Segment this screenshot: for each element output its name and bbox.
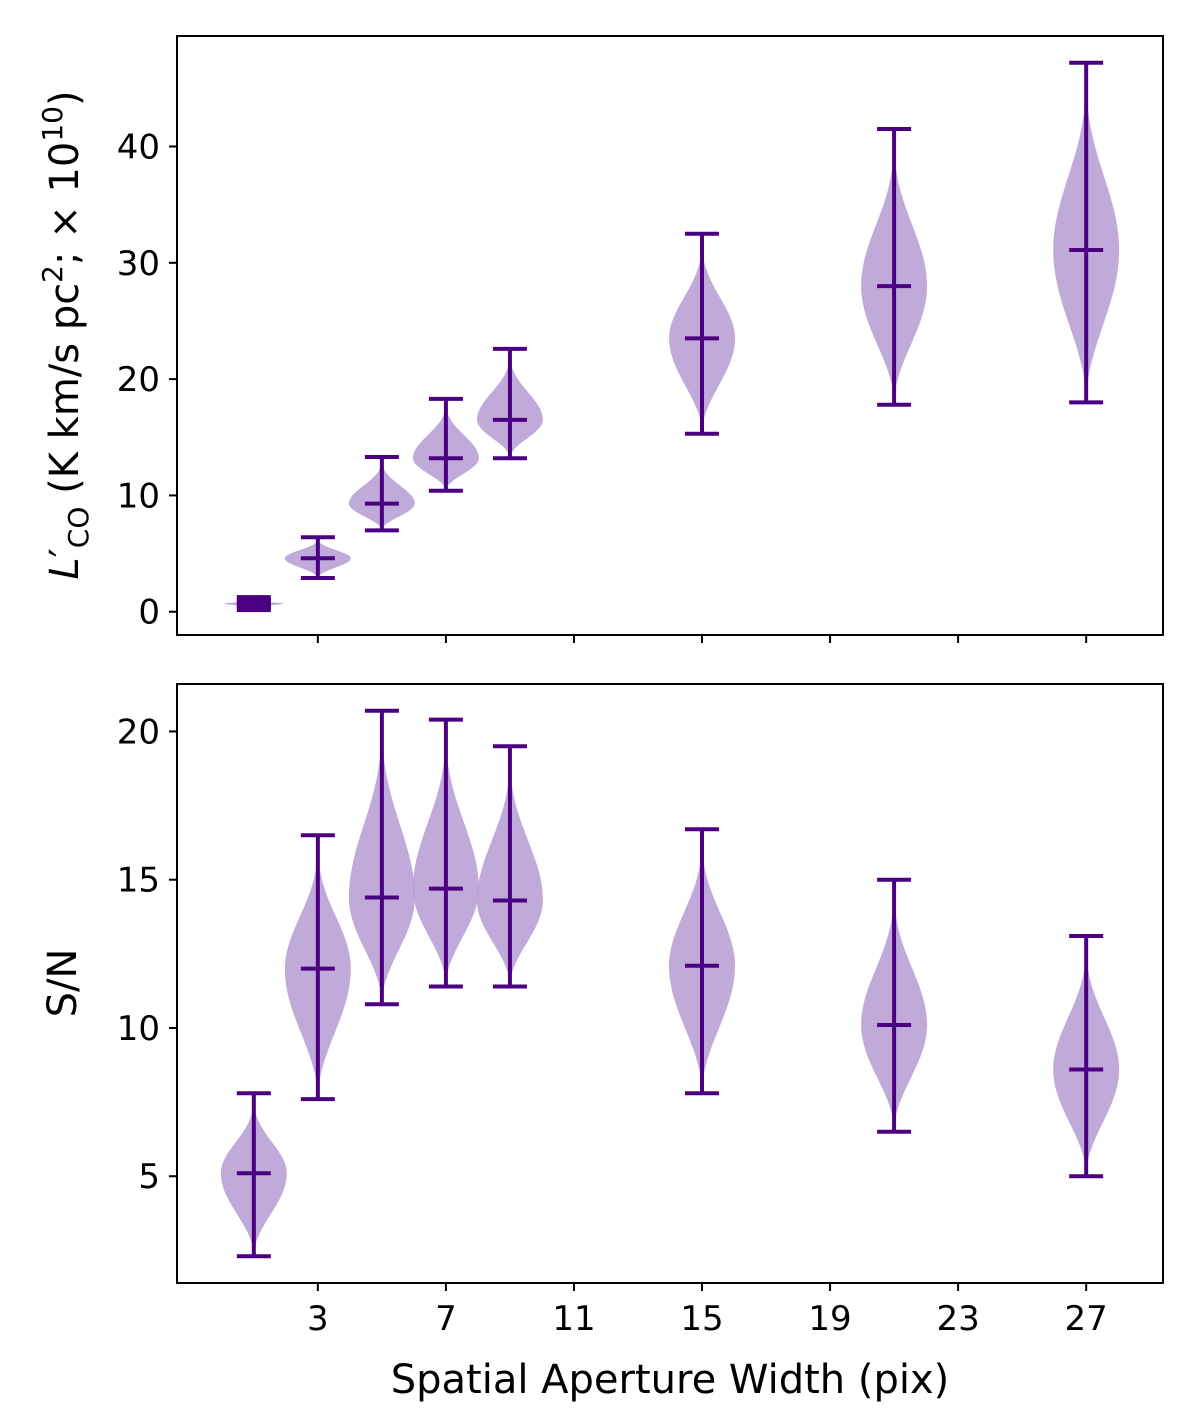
- luminosity-panel: 0 10 20 30 40 L′CO (K km/s pc2; × 1010): [36, 35, 1164, 643]
- violin-compact-bar-0-0: [236, 595, 271, 613]
- signal-to-noise-violins: [220, 708, 1120, 1259]
- signal-to-noise-plot-frame: [176, 683, 1164, 1284]
- luminosity-x-axis: [316, 635, 1088, 643]
- x-tick-label-5: 23: [936, 1299, 979, 1339]
- y-tick-label-0-2: 20: [117, 360, 160, 400]
- y-tick-label-0-4: 40: [117, 127, 160, 167]
- x-tick-label-0: 3: [307, 1299, 329, 1339]
- signal-to-noise-x-axis: 3 7 11 15 19 23 27: [307, 1283, 1108, 1339]
- x-tick-label-6: 27: [1065, 1299, 1108, 1339]
- signal-to-noise-y-axis: 5 10 15 20: [117, 712, 177, 1197]
- x-tick-label-1: 7: [435, 1299, 457, 1339]
- x-tick-label-4: 19: [808, 1299, 851, 1339]
- x-tick-label-2: 11: [552, 1299, 595, 1339]
- luminosity-y-label: L′CO (K km/s pc2; × 1010): [36, 90, 95, 579]
- x-tick-label-3: 15: [680, 1299, 723, 1339]
- y-tick-label-1-3: 20: [117, 712, 160, 752]
- y-tick-label-0-0: 0: [138, 593, 160, 633]
- y-tick-label-0-3: 30: [117, 244, 160, 284]
- signal-to-noise-y-label: S/N: [40, 949, 86, 1018]
- y-tick-label-1-1: 10: [117, 1009, 160, 1049]
- y-tick-label-0-1: 10: [117, 476, 160, 516]
- luminosity-plot-frame: [176, 35, 1164, 636]
- y-tick-label-1-0: 5: [138, 1157, 160, 1197]
- x-axis-label: Spatial Aperture Width (pix): [391, 1357, 949, 1403]
- luminosity-violins: [224, 60, 1120, 613]
- signal-to-noise-panel: 5 10 15 20 3 7 11 15 19 23 27 S/N: [40, 683, 1164, 1339]
- y-tick-label-1-2: 15: [117, 861, 160, 901]
- luminosity-y-axis: 0 10 20 30 40: [117, 127, 177, 633]
